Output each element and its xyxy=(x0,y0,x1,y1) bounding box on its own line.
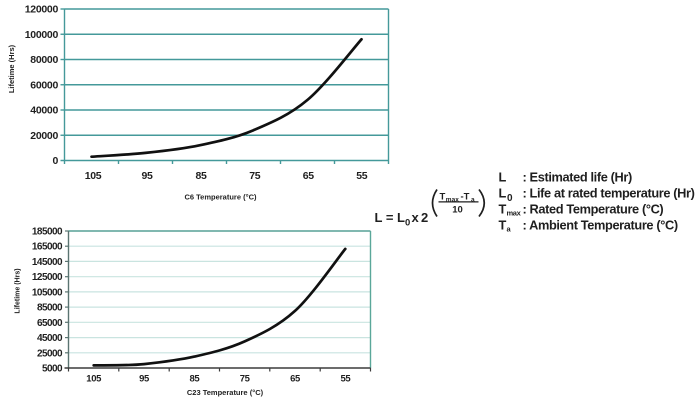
svg-text:75: 75 xyxy=(249,170,261,182)
svg-text:105: 105 xyxy=(86,374,102,385)
svg-text:max: max xyxy=(507,209,522,218)
svg-text:5000: 5000 xyxy=(42,364,63,375)
svg-text:L = L: L = L xyxy=(375,210,406,225)
svg-text:55: 55 xyxy=(340,374,351,385)
svg-text:: Life at rated temperature (H: : Life at rated temperature (Hr) xyxy=(523,186,695,201)
svg-text:0: 0 xyxy=(507,193,513,204)
svg-text:60000: 60000 xyxy=(30,79,58,91)
svg-text:165000: 165000 xyxy=(32,242,63,253)
svg-text:55: 55 xyxy=(356,170,368,182)
svg-text:120000: 120000 xyxy=(25,4,59,16)
svg-text:max: max xyxy=(446,197,459,204)
svg-text:a: a xyxy=(507,225,512,234)
svg-text:: Estimated life (Hr): : Estimated life (Hr) xyxy=(523,169,632,184)
svg-text:L: L xyxy=(499,186,507,201)
svg-text:85: 85 xyxy=(189,374,200,385)
svg-text:95: 95 xyxy=(141,170,153,182)
svg-text:-T: -T xyxy=(461,192,470,203)
svg-text:75: 75 xyxy=(240,374,251,385)
svg-text:C23 Temperature (°C): C23 Temperature (°C) xyxy=(187,388,264,397)
svg-text:T: T xyxy=(440,192,446,203)
svg-text:125000: 125000 xyxy=(32,272,63,283)
svg-text:x: x xyxy=(412,210,420,225)
svg-text:65: 65 xyxy=(290,374,301,385)
svg-text:a: a xyxy=(471,197,475,204)
svg-text:65: 65 xyxy=(303,170,315,182)
svg-text:10: 10 xyxy=(452,205,463,216)
svg-text:40000: 40000 xyxy=(30,105,58,117)
svg-text:45000: 45000 xyxy=(37,333,63,344)
svg-text:65000: 65000 xyxy=(37,318,63,329)
svg-text:2: 2 xyxy=(421,210,428,225)
svg-text:145000: 145000 xyxy=(32,257,63,268)
svg-text:: Rated Temperature (°C): : Rated Temperature (°C) xyxy=(523,202,664,217)
svg-text:T: T xyxy=(499,202,507,217)
svg-text:Lifetime (Hrs): Lifetime (Hrs) xyxy=(15,268,22,313)
svg-text:0: 0 xyxy=(52,155,58,167)
svg-text:L: L xyxy=(499,169,507,184)
svg-text:25000: 25000 xyxy=(37,348,63,359)
svg-text:T: T xyxy=(499,218,507,233)
svg-text:85: 85 xyxy=(195,170,207,182)
svg-text:85000: 85000 xyxy=(37,303,63,314)
svg-text:100000: 100000 xyxy=(25,29,59,41)
svg-text:105: 105 xyxy=(85,170,102,182)
svg-text:0: 0 xyxy=(405,218,410,229)
svg-text:Lifetime (Hrs): Lifetime (Hrs) xyxy=(7,44,16,93)
svg-text:80000: 80000 xyxy=(30,54,58,66)
svg-text:C6 Temperature (°C): C6 Temperature (°C) xyxy=(184,193,257,202)
svg-text:20000: 20000 xyxy=(30,130,58,142)
svg-text:185000: 185000 xyxy=(32,227,63,238)
svg-text:105000: 105000 xyxy=(32,287,63,298)
svg-text:95: 95 xyxy=(139,374,150,385)
svg-text:: Ambient Temperature (°C): : Ambient Temperature (°C) xyxy=(523,218,678,233)
